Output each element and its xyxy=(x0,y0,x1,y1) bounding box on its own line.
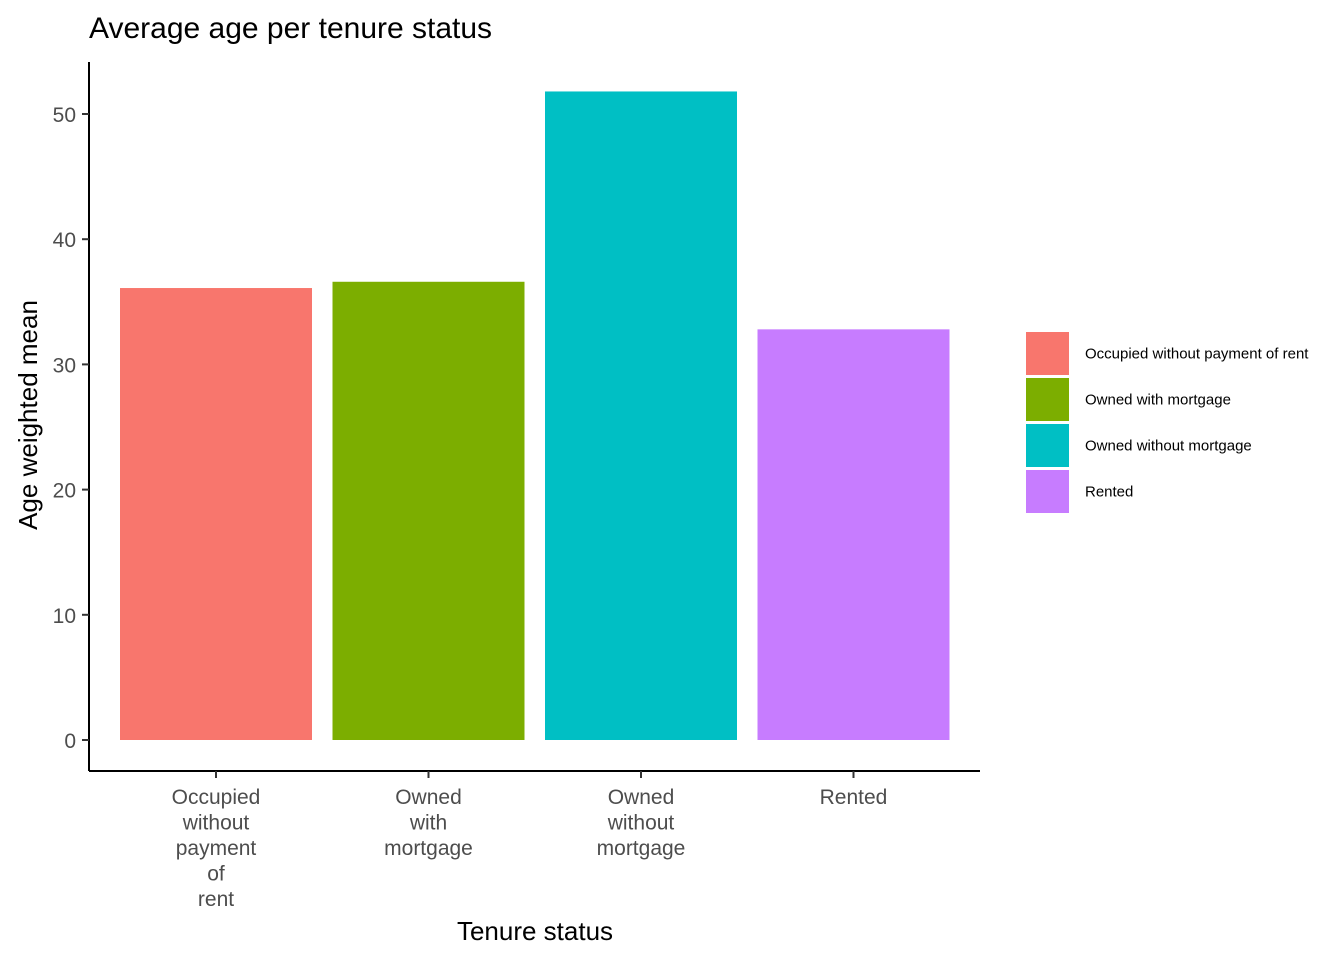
x-axis-title: Tenure status xyxy=(457,916,613,946)
plot-area: 0 10 20 30 40 50 Occupied without payment of rent O… xyxy=(53,62,980,911)
y-tick-label: 30 xyxy=(53,354,76,377)
bar xyxy=(332,281,525,740)
legend-key xyxy=(1026,424,1069,467)
y-tick-label: 0 xyxy=(64,730,76,753)
legend-label: Owned with mortgage xyxy=(1085,392,1231,409)
x-tick-label: Owned with mortgage xyxy=(384,786,473,860)
y-tick-label: 40 xyxy=(53,229,76,252)
x-tick-label: Rented xyxy=(820,786,888,809)
y-axis-title: Age weighted mean xyxy=(13,300,43,530)
legend: Occupied without payment of rent Owned wi… xyxy=(1026,332,1309,513)
x-tick-label: Occupied without payment of rent xyxy=(172,786,261,911)
chart-title: Average age per tenure status xyxy=(89,12,492,45)
legend-key xyxy=(1026,378,1069,421)
legend-label: Rented xyxy=(1085,484,1133,501)
y-tick-label: 20 xyxy=(53,480,76,503)
legend-key xyxy=(1026,470,1069,513)
legend-key xyxy=(1026,332,1069,375)
bar xyxy=(757,329,950,740)
y-tick-label: 50 xyxy=(53,104,76,127)
y-tick-label: 10 xyxy=(53,605,76,628)
x-tick-label: Owned without mortgage xyxy=(597,786,686,860)
legend-label: Occupied without payment of rent xyxy=(1085,346,1309,363)
bar xyxy=(545,91,737,741)
legend-label: Owned without mortgage xyxy=(1085,438,1252,455)
bar xyxy=(120,288,312,740)
